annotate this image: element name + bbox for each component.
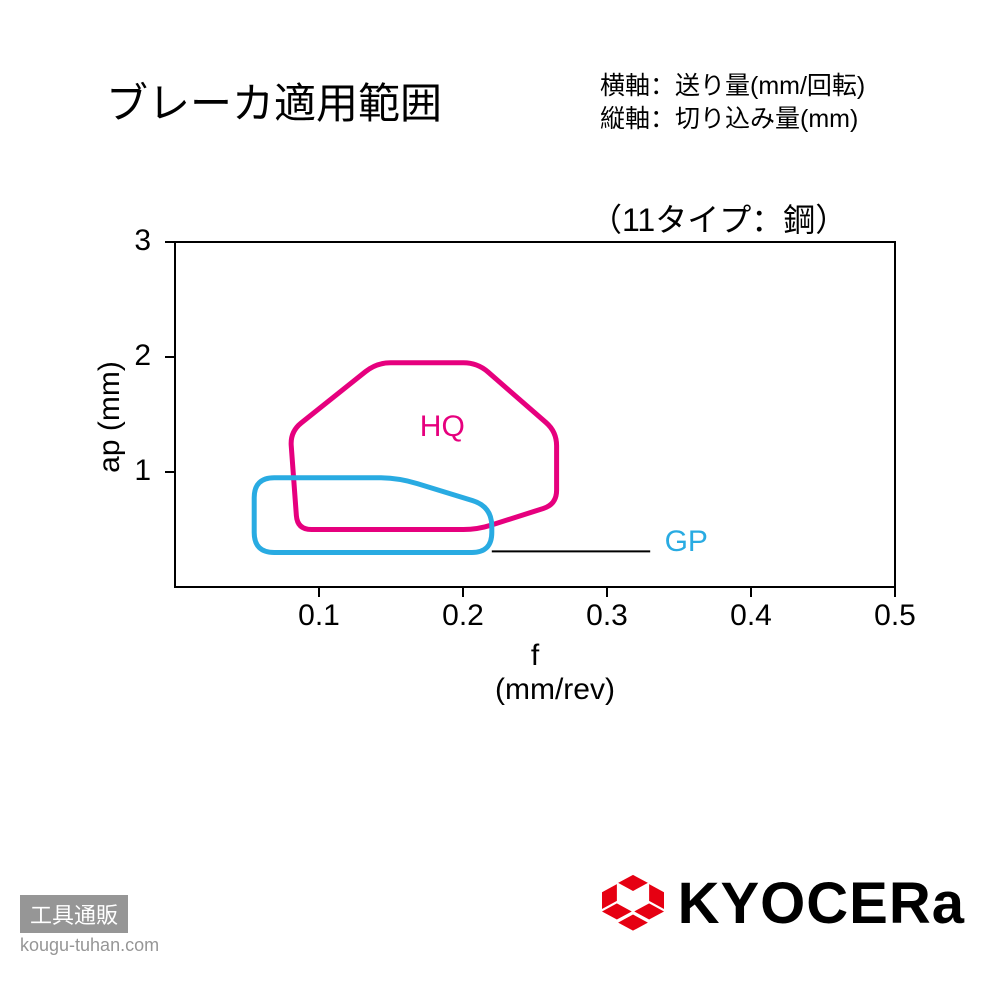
- x-tick-0.3: 0.3: [567, 599, 647, 633]
- x-tick-0.2: 0.2: [423, 599, 503, 633]
- footer-shop: 工具通販 kougu-tuhan.com: [20, 895, 159, 956]
- y-tick-3: 3: [91, 224, 151, 258]
- kyocera-wordmark: KYOCERa: [678, 870, 965, 937]
- series-label-gp: GP: [665, 525, 708, 559]
- x-tick-0.4: 0.4: [711, 599, 791, 633]
- series-label-hq: HQ: [420, 410, 465, 444]
- shop-url: kougu-tuhan.com: [20, 935, 159, 956]
- kyocera-mark-icon: [602, 873, 664, 935]
- x-tick-0.5: 0.5: [855, 599, 935, 633]
- y-axis-label: ap (mm): [93, 347, 127, 487]
- x-tick-0.1: 0.1: [279, 599, 359, 633]
- shop-name-box: 工具通販: [20, 895, 128, 933]
- kyocera-logo: KYOCERa: [602, 870, 965, 937]
- x-axis-label: f (mm/rev): [495, 639, 575, 707]
